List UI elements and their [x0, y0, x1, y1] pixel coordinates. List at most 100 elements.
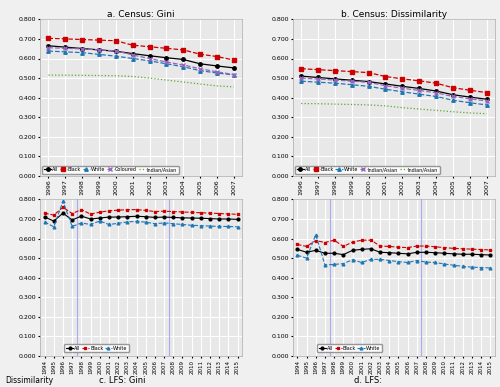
- Black: [400, 77, 406, 81]
- Coloured: [214, 70, 220, 74]
- White: [164, 62, 170, 66]
- White: [69, 224, 75, 229]
- Indian/Asian: [416, 88, 422, 93]
- Black: [180, 210, 186, 214]
- White: [404, 260, 410, 265]
- All: [96, 216, 102, 220]
- All: [180, 216, 186, 220]
- Line: White: White: [43, 200, 239, 228]
- All: [214, 63, 220, 68]
- White: [414, 258, 420, 263]
- Indian/Asian: [433, 108, 439, 113]
- Line: White: White: [296, 233, 492, 269]
- White: [488, 265, 494, 270]
- White: [442, 262, 448, 266]
- Black: [226, 212, 232, 216]
- White: [51, 224, 57, 229]
- Black: [207, 211, 213, 216]
- Black: [368, 238, 374, 243]
- Line: Indian/Asian: Indian/Asian: [301, 104, 486, 114]
- Legend: All, Black, White, Indian/Asian, Indian/Asian: All, Black, White, Indian/Asian, Indian/…: [295, 166, 440, 173]
- Indian/Asian: [96, 73, 102, 78]
- Black: [382, 74, 388, 79]
- All: [350, 248, 356, 253]
- All: [164, 55, 170, 60]
- Black: [469, 247, 475, 252]
- White: [96, 52, 102, 57]
- Black: [78, 207, 84, 212]
- Black: [442, 245, 448, 250]
- Black: [331, 238, 337, 243]
- All: [349, 78, 355, 82]
- Indian/Asian: [315, 101, 321, 106]
- White: [197, 68, 203, 73]
- White: [350, 257, 356, 262]
- All: [180, 57, 186, 62]
- White: [96, 219, 102, 223]
- All: [226, 217, 232, 221]
- Text: c. LFS: Gini: c. LFS: Gini: [99, 376, 146, 385]
- White: [180, 222, 186, 227]
- Coloured: [164, 60, 170, 64]
- Indian/Asian: [79, 73, 85, 78]
- Black: [332, 68, 338, 73]
- All: [332, 77, 338, 81]
- All: [51, 219, 57, 223]
- Black: [106, 209, 112, 213]
- Black: [42, 211, 48, 216]
- Legend: All, Black, White, Coloured, Indian/Asian: All, Black, White, Coloured, Indian/Asia…: [42, 166, 178, 173]
- Coloured: [79, 46, 85, 51]
- Line: White: White: [46, 49, 236, 77]
- White: [386, 258, 392, 263]
- White: [484, 103, 490, 107]
- Title: b. Census: Dissimilarity: b. Census: Dissimilarity: [341, 10, 447, 19]
- Indian/Asian: [366, 103, 372, 107]
- All: [231, 65, 237, 70]
- Indian/Asian: [62, 73, 68, 77]
- Line: Black: Black: [43, 206, 239, 216]
- All: [234, 217, 240, 222]
- White: [322, 263, 328, 267]
- All: [78, 214, 84, 218]
- Line: All: All: [300, 74, 488, 101]
- Indian/Asian: [382, 83, 388, 88]
- Text: d. LFS:: d. LFS:: [354, 376, 382, 385]
- Indian/Asian: [146, 76, 152, 80]
- Indian/Asian: [466, 111, 472, 115]
- Indian/Asian: [450, 110, 456, 114]
- White: [42, 220, 48, 224]
- All: [432, 250, 438, 255]
- All: [488, 253, 494, 257]
- White: [366, 84, 372, 89]
- All: [396, 251, 402, 255]
- Indian/Asian: [349, 79, 355, 84]
- Indian/Asian: [450, 94, 456, 99]
- Indian/Asian: [484, 111, 490, 116]
- Black: [113, 38, 119, 43]
- White: [349, 82, 355, 87]
- All: [198, 216, 204, 221]
- All: [142, 214, 148, 219]
- White: [113, 54, 119, 58]
- Indian/Asian: [332, 78, 338, 82]
- White: [62, 50, 68, 54]
- All: [294, 247, 300, 252]
- All: [469, 252, 475, 257]
- Black: [313, 238, 319, 243]
- Legend: All, Black, White: All, Black, White: [317, 344, 382, 352]
- Indian/Asian: [400, 105, 406, 110]
- Black: [124, 207, 130, 212]
- All: [146, 53, 152, 58]
- White: [161, 221, 167, 225]
- Black: [488, 248, 494, 252]
- White: [231, 73, 237, 77]
- White: [180, 64, 186, 69]
- Black: [466, 88, 472, 92]
- Black: [298, 66, 304, 71]
- All: [442, 251, 448, 255]
- Indian/Asian: [466, 96, 472, 101]
- Indian/Asian: [180, 80, 186, 84]
- Black: [142, 208, 148, 213]
- All: [216, 217, 222, 221]
- White: [134, 219, 140, 224]
